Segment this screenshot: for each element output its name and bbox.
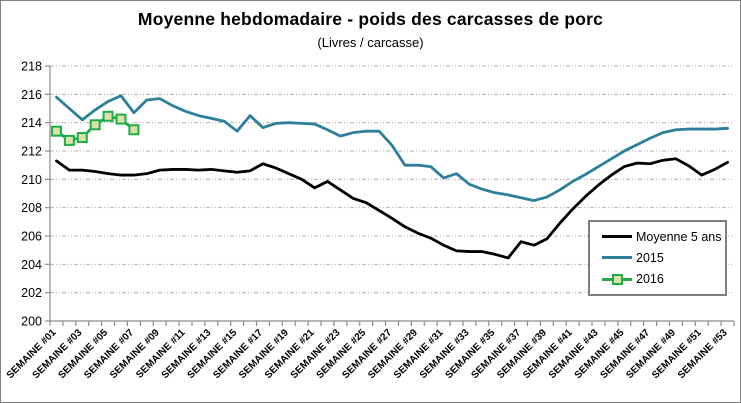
y-axis-tick-label: 202 (21, 286, 42, 300)
legend-item-2015: 2015 (602, 251, 725, 265)
y-axis-tick-label: 208 (21, 201, 42, 215)
y-axis-tick-label: 216 (21, 88, 42, 102)
series-2016-marker (89, 119, 101, 131)
series-2016-marker (63, 134, 75, 146)
legend-item-moyenne-5-ans: Moyenne 5 ans (602, 230, 725, 244)
legend-label: 2015 (636, 250, 664, 265)
legend-line-swatch-black (602, 235, 632, 239)
series-2016-marker (50, 125, 62, 137)
y-axis-tick-label: 204 (21, 258, 42, 272)
series-moyenne-5-ans-line (55, 157, 729, 260)
legend-line-swatch-teal (602, 256, 632, 260)
legend-square-marker-icon (612, 273, 623, 285)
legend-line-swatch-green (602, 273, 632, 285)
chart-subtitle: (Livres / carcasse) (317, 35, 424, 50)
y-axis-tick-label: 214 (21, 116, 42, 130)
series-2016-marker (115, 113, 127, 125)
y-axis-tick-label: 218 (21, 60, 42, 74)
y-axis-tick-label: 206 (21, 230, 42, 244)
legend-item-2016: 2016 (602, 272, 725, 286)
legend: Moyenne 5 ans 2015 2016 (588, 220, 727, 296)
series-2016-marker (102, 110, 114, 122)
series-2016-marker (128, 124, 140, 136)
chart-title: Moyenne hebdomadaire - poids des carcass… (137, 9, 604, 29)
y-axis-tick-label: 200 (21, 315, 42, 329)
y-axis-tick-label: 212 (21, 145, 42, 159)
legend-label: Moyenne 5 ans (636, 229, 722, 244)
legend-label: 2016 (636, 272, 664, 287)
y-axis-tick-label: 210 (21, 173, 42, 187)
series-2016-marker (76, 132, 88, 144)
series-2015-line (55, 94, 729, 202)
